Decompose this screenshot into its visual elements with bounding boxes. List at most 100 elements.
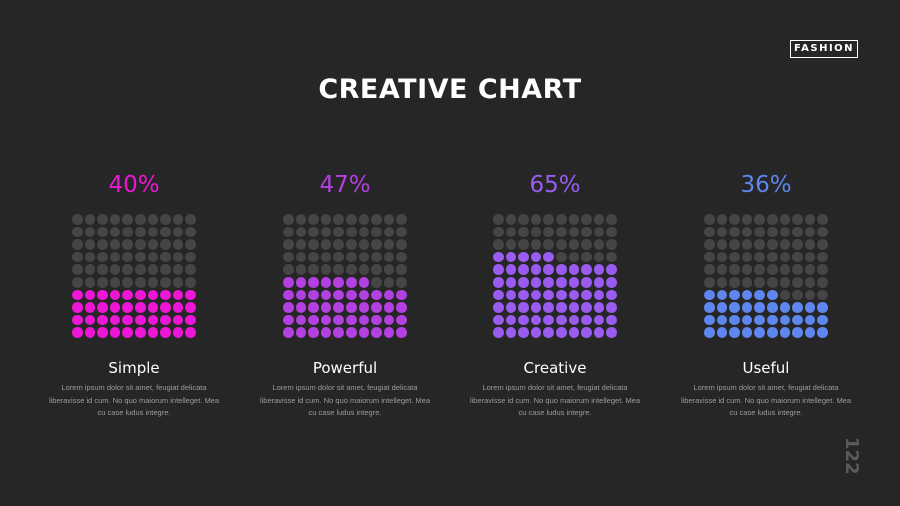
waffle-dot-empty [581,226,592,238]
waffle-dot-empty [556,251,567,263]
waffle-dot-empty [109,239,121,250]
waffle-dot-filled [606,289,617,301]
waffle-dot-filled [754,289,765,301]
waffle-dot-filled [493,289,504,301]
waffle-dot-empty [804,251,816,263]
waffle-dot-empty [704,264,715,275]
waffle-dot-empty [767,277,778,288]
category-label: Simple [108,359,160,377]
waffle-dot-filled [109,302,121,313]
waffle-dot-filled [568,302,580,313]
brand-badge: FASHION [790,40,858,58]
waffle-dot-empty [371,226,382,238]
waffle-dot-filled [283,302,294,313]
waffle-dot-empty [593,251,605,263]
waffle-dot-filled [518,314,529,326]
waffle-dot-filled [371,302,382,313]
waffle-dot-filled [754,302,765,313]
waffle-dot-filled [543,277,554,288]
waffle-dot-filled [84,314,96,326]
waffle-dot-filled [122,314,133,326]
waffle-dot-empty [704,214,715,225]
waffle-dot-empty [568,251,580,263]
waffle-dot-empty [122,214,133,225]
waffle-dot-empty [371,264,382,275]
waffle-dot-empty [792,239,803,250]
waffle-dot-filled [606,327,617,338]
waffle-dot-empty [741,251,753,263]
waffle-dot-filled [767,327,778,338]
waffle-dot-empty [741,264,753,275]
waffle-dot-empty [754,226,765,238]
waffle-dot-empty [346,239,357,250]
waffle-dot-empty [396,239,407,250]
waffle-dot-empty [172,214,184,225]
waffle-dot-filled [358,277,370,288]
waffle-dot-empty [72,239,83,250]
waffle-dot-filled [606,302,617,313]
waffle-dot-empty [505,226,517,238]
waffle-dot-empty [505,214,517,225]
waffle-dot-empty [729,239,740,250]
waffle-dot-filled [308,289,319,301]
waffle-dot-filled [581,314,592,326]
waffle-dot-filled [593,264,605,275]
waffle-dot-empty [97,277,108,288]
waffle-dot-empty [185,226,196,238]
waffle-dot-empty [716,264,728,275]
waffle-dot-empty [122,226,133,238]
waffle-dot-filled [581,264,592,275]
waffle-dot-empty [122,277,133,288]
waffle-dot-empty [383,214,395,225]
waffle-grid [72,214,196,338]
waffle-dot-filled [346,314,357,326]
waffle-dot-empty [767,239,778,250]
waffle-dot-filled [493,314,504,326]
waffle-dot-empty [804,239,816,250]
waffle-dot-filled [97,289,108,301]
waffle-dot-empty [295,214,307,225]
waffle-dot-filled [383,302,395,313]
waffle-dot-filled [556,314,567,326]
waffle-dot-empty [606,239,617,250]
waffle-dot-empty [518,226,529,238]
waffle-dot-empty [396,264,407,275]
percent-label: 65% [529,172,581,198]
waffle-dot-filled [396,314,407,326]
waffle-dot-empty [493,239,504,250]
waffle-dot-filled [97,314,108,326]
waffle-dot-filled [792,327,803,338]
waffle-dot-empty [97,264,108,275]
waffle-dot-filled [493,277,504,288]
waffle-dot-filled [556,289,567,301]
waffle-dot-empty [160,264,171,275]
chart-column-creative: 65% Creative Lorem ipsum dolor sit amet,… [460,168,650,420]
waffle-dot-empty [581,251,592,263]
page-number: 122 [841,437,862,475]
waffle-dot-filled [135,302,146,313]
waffle-dot-empty [308,251,319,263]
waffle-dot-empty [333,226,344,238]
waffle-dot-empty [333,251,344,263]
waffle-dot-empty [779,277,791,288]
waffle-dot-empty [779,264,791,275]
waffle-dot-empty [320,239,332,250]
waffle-dot-empty [779,239,791,250]
waffle-dot-empty [568,239,580,250]
waffle-dot-filled [371,314,382,326]
waffle-dot-empty [320,214,332,225]
waffle-dot-empty [147,226,159,238]
chart-column-useful: 36% Useful Lorem ipsum dolor sit amet, f… [671,168,861,420]
waffle-dot-empty [804,214,816,225]
waffle-dot-filled [505,289,517,301]
waffle-dot-filled [530,314,542,326]
waffle-dot-empty [308,226,319,238]
waffle-dot-empty [792,226,803,238]
percent-label: 47% [319,172,371,198]
waffle-dot-empty [817,251,828,263]
waffle-dot-empty [283,264,294,275]
waffle-dot-filled [135,289,146,301]
waffle-dot-filled [530,277,542,288]
waffle-dot-empty [172,277,184,288]
waffle-dot-empty [804,289,816,301]
